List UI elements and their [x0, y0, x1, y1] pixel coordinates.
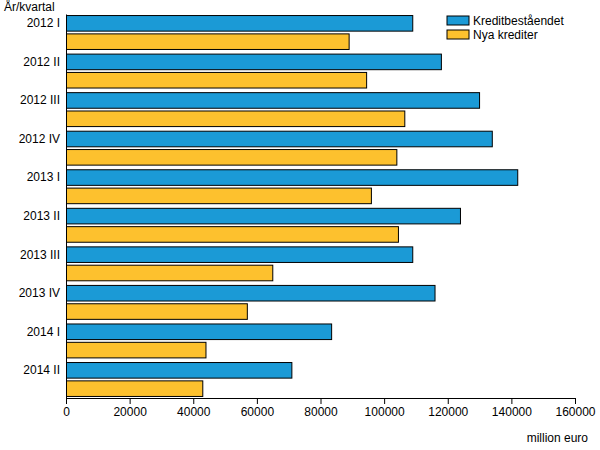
y-tick: 2012 III [20, 93, 66, 107]
y-tick-label: 2013 IV [19, 286, 60, 300]
x-axis-title: million euro [527, 431, 589, 445]
x-tick-label: 40000 [177, 405, 211, 419]
x-tick: 80000 [304, 398, 338, 419]
bars [66, 16, 518, 397]
x-axis: 0 20000 40000 60000 80000 100000 120000 140000 1… [63, 398, 596, 419]
y-tick: 2013 III [20, 248, 66, 262]
x-tick-mark [257, 398, 258, 404]
x-tick-mark [575, 398, 576, 404]
x-tick-mark [66, 398, 67, 404]
legend-label: Nya krediter [473, 28, 538, 42]
y-axis-title: År/kvartal [4, 0, 55, 14]
bar [66, 170, 518, 186]
y-tick-label: 2014 II [23, 363, 60, 377]
bar [66, 111, 405, 127]
x-tick-mark [321, 398, 322, 404]
x-tick-label: 80000 [304, 405, 338, 419]
x-tick-mark [193, 398, 194, 404]
bar [66, 227, 398, 243]
x-tick: 40000 [177, 398, 211, 419]
x-tick-label: 0 [63, 405, 70, 419]
y-tick-label: 2013 II [23, 209, 60, 223]
x-tick-mark [130, 398, 131, 404]
bar [66, 93, 480, 109]
y-tick-label: 2014 I [27, 325, 60, 339]
y-tick: 2013 I [27, 170, 66, 184]
legend: KreditbeståendetNya krediter [447, 14, 564, 42]
y-tick: 2012 I [27, 16, 66, 30]
x-tick-label: 100000 [365, 405, 405, 419]
legend-swatch [447, 16, 469, 25]
x-tick-mark [384, 398, 385, 404]
x-tick: 140000 [492, 398, 532, 419]
y-tick: 2014 I [27, 325, 66, 339]
legend-swatch [447, 30, 469, 39]
x-tick: 120000 [428, 398, 468, 419]
y-tick-label: 2012 I [27, 16, 60, 30]
x-tick-label: 140000 [492, 405, 532, 419]
bar [66, 342, 206, 358]
bar [66, 54, 441, 70]
chart: 0 20000 40000 60000 80000 100000 120000 140000 1… [0, 0, 600, 450]
bar [66, 265, 273, 281]
y-tick: 2014 II [23, 363, 66, 377]
y-axis: 2012 I 2012 II 2012 III 2012 IV 2013 I 2013 I… [19, 15, 67, 399]
x-tick: 20000 [113, 398, 147, 419]
legend-item: Kreditbeståendet [447, 14, 564, 28]
x-tick: 60000 [241, 398, 275, 419]
bar [66, 363, 292, 379]
bar [66, 72, 367, 88]
y-axis-line [66, 15, 67, 399]
x-tick: 0 [63, 398, 70, 419]
bar [66, 16, 413, 32]
bar [66, 304, 247, 320]
bar [66, 247, 413, 263]
bar [66, 188, 371, 204]
bar [66, 150, 397, 166]
plot: 0 20000 40000 60000 80000 100000 120000 140000 1… [19, 14, 596, 419]
x-tick: 100000 [365, 398, 405, 419]
legend-item: Nya krediter [447, 28, 538, 42]
y-tick-label: 2013 I [27, 170, 60, 184]
y-tick: 2012 IV [19, 132, 66, 146]
x-tick-label: 120000 [428, 405, 468, 419]
bar [66, 208, 460, 224]
y-tick: 2013 II [23, 209, 66, 223]
y-tick: 2013 IV [19, 286, 66, 300]
legend-label: Kreditbeståendet [473, 14, 564, 28]
y-tick-label: 2012 III [20, 93, 60, 107]
y-tick-label: 2013 III [20, 248, 60, 262]
bar [66, 285, 435, 301]
bar [66, 34, 349, 50]
x-tick-mark [511, 398, 512, 404]
x-tick-label: 20000 [113, 405, 147, 419]
bar [66, 324, 332, 340]
x-tick-label: 60000 [241, 405, 275, 419]
y-tick: 2012 II [23, 55, 66, 69]
y-tick-label: 2012 IV [19, 132, 60, 146]
bar [66, 381, 203, 397]
y-tick-label: 2012 II [23, 55, 60, 69]
x-tick: 160000 [555, 398, 595, 419]
x-tick-mark [448, 398, 449, 404]
x-tick-label: 160000 [555, 405, 595, 419]
bar [66, 131, 492, 147]
